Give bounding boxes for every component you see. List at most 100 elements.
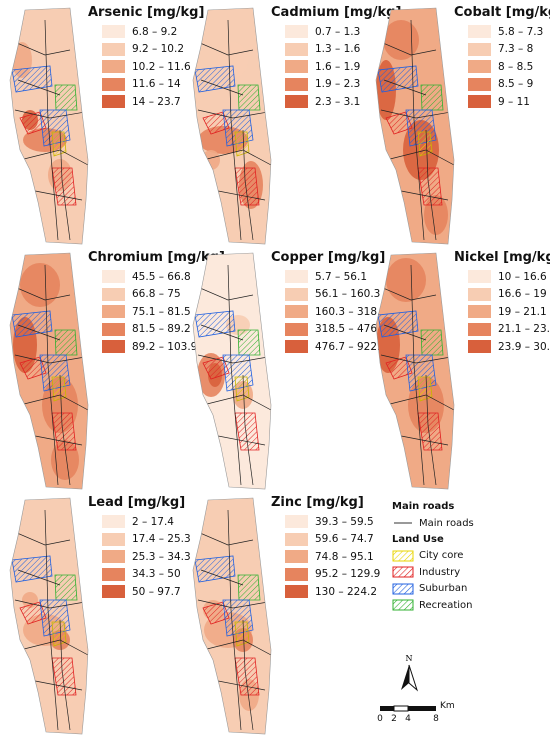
legend-class-label: 66.8 – 75 <box>132 288 181 301</box>
legend-class-label: 2.3 – 3.1 <box>315 95 361 108</box>
legend-title: Lead [mg/kg] <box>88 495 186 510</box>
legend-swatch <box>102 42 125 56</box>
legend-class-label: 21.1 – 23.9 <box>498 323 550 336</box>
map-panel-cobalt: Cobalt [mg/kg] 5.8 – 7.3 7.3 – 8 8 – 8.5 8.5… <box>366 0 550 245</box>
legend-class-row: 23.9 – 30.8 <box>468 338 550 356</box>
legend-class-label: 89.2 – 103.9 <box>132 340 198 353</box>
legend-class-row: 10.2 – 11.6 <box>102 58 204 76</box>
map-panel-chromium: Chromium [mg/kg] 45.5 – 66.8 66.8 – 75 75.1… <box>0 245 225 490</box>
legend-lead: Lead [mg/kg] 2 – 17.4 17.4 – 25.3 25.3 – 34… <box>88 495 191 601</box>
legend-class-label: 7.3 – 8 <box>498 43 534 56</box>
legend-chromium: Chromium [mg/kg] 45.5 – 66.8 66.8 – 75 75.1… <box>88 250 225 356</box>
legend-arsenic: Arsenic [mg/kg] 6.8 – 9.2 9.2 – 10.2 10.2 –… <box>88 5 204 111</box>
legend-class-label: 6.8 – 9.2 <box>132 25 178 38</box>
legend-class-label: 16.6 – 19 <box>498 288 547 301</box>
legend-swatch <box>102 550 125 564</box>
legend-class-label: 10 – 16.6 <box>498 270 547 283</box>
study-area-map <box>192 497 272 735</box>
legend-swatch <box>102 585 125 599</box>
legend-class-label: 59.6 – 74.7 <box>315 533 374 546</box>
landuse-label: Recreation <box>419 599 473 611</box>
scale-tick: 8 <box>433 714 439 724</box>
legend-class-row: 45.5 – 66.8 <box>102 268 225 286</box>
legend-swatch <box>102 305 125 319</box>
legend-zinc: Zinc [mg/kg] 39.3 – 59.5 59.6 – 74.7 74.8 –… <box>271 495 380 601</box>
concentration-zone <box>20 263 60 307</box>
legend-class-label: 25.3 – 34.3 <box>132 550 191 563</box>
legend-class-label: 1.9 – 2.3 <box>315 78 361 91</box>
study-area-map <box>192 252 272 490</box>
study-area-map <box>9 7 89 245</box>
study-area-map <box>9 252 89 490</box>
legend-class-label: 17.4 – 25.3 <box>132 533 191 546</box>
legend-class-row: 50 – 97.7 <box>102 583 191 601</box>
legend-class-label: 9 – 11 <box>498 95 530 108</box>
legend-class-row: 16.6 – 19 <box>468 286 550 304</box>
legend-swatch <box>285 550 308 564</box>
legend-class-row: 75.1 – 81.5 <box>102 303 225 321</box>
legend-class-row: 1.3 – 1.6 <box>285 41 401 59</box>
road-line-icon <box>394 522 412 524</box>
legend-class-row: 10 – 16.6 <box>468 268 550 286</box>
legend-class-row: 160.3 – 318.5 <box>285 303 387 321</box>
legend-swatch <box>285 585 308 599</box>
legend-class-row: 25.3 – 34.3 <box>102 548 191 566</box>
legend-swatch <box>285 25 308 39</box>
map-panel-zinc: Zinc [mg/kg] 39.3 – 59.5 59.6 – 74.7 74.8 –… <box>183 490 380 735</box>
legend-class-label: 8.5 – 9 <box>498 78 534 91</box>
legend-swatch <box>102 322 125 336</box>
legend-class-row: 1.6 – 1.9 <box>285 58 401 76</box>
legend-cadmium: Cadmium [mg/kg] 0.7 – 1.3 1.3 – 1.6 1.6 – 1… <box>271 5 401 111</box>
legend-class-row: 9.2 – 10.2 <box>102 41 204 59</box>
legend-class-label: 130 – 224.2 <box>315 585 378 598</box>
legend-class-row: 1.9 – 2.3 <box>285 76 401 94</box>
legend-swatch <box>102 77 125 91</box>
legend-class-row: 5.7 – 56.1 <box>285 268 387 286</box>
legend-class-label: 11.6 – 14 <box>132 78 181 91</box>
legend-swatch <box>468 25 491 39</box>
legend-swatch <box>285 322 308 336</box>
landuse-legend-item: Industry <box>392 564 474 581</box>
legend-swatch <box>285 77 308 91</box>
legend-class-label: 5.8 – 7.3 <box>498 25 544 38</box>
legend-class-row: 17.4 – 25.3 <box>102 531 191 549</box>
map-key: Main roads Main roads Land Use City core… <box>392 499 474 614</box>
legend-class-row: 56.1 – 160.3 <box>285 286 387 304</box>
legend-class-label: 19 – 21.1 <box>498 305 547 318</box>
legend-class-row: 476.7 – 922.5 <box>285 338 387 356</box>
scale-bar: Km 0 2 4 8 <box>372 698 550 728</box>
legend-class-label: 10.2 – 11.6 <box>132 60 191 73</box>
map-panel-arsenic: Arsenic [mg/kg] 6.8 – 9.2 9.2 – 10.2 10.2 –… <box>0 0 204 245</box>
legend-class-label: 56.1 – 160.3 <box>315 288 381 301</box>
legend-swatch <box>285 532 308 546</box>
legend-class-label: 9.2 – 10.2 <box>132 43 185 56</box>
legend-title: Cadmium [mg/kg] <box>271 5 402 20</box>
legend-copper: Copper [mg/kg] 5.7 – 56.1 56.1 – 160.3 160.… <box>271 250 387 356</box>
legend-nickel: Nickel [mg/kg] 10 – 16.6 16.6 – 19 19 – 21.… <box>454 250 550 356</box>
legend-class-label: 14 – 23.7 <box>132 95 181 108</box>
legend-class-row: 8.5 – 9 <box>468 76 550 94</box>
legend-cobalt: Cobalt [mg/kg] 5.8 – 7.3 7.3 – 8 8 – 8.5 8.5… <box>454 5 550 111</box>
scale-tick: 0 <box>377 714 383 724</box>
legend-class-row: 11.6 – 14 <box>102 76 204 94</box>
study-area-map <box>375 7 455 245</box>
legend-swatch <box>285 567 308 581</box>
roads-heading: Main roads <box>392 501 455 512</box>
legend-title: Chromium [mg/kg] <box>88 250 225 265</box>
legend-swatch <box>468 305 491 319</box>
study-area-map <box>9 497 89 735</box>
north-label: N <box>406 654 413 663</box>
legend-title: Zinc [mg/kg] <box>271 495 364 510</box>
legend-class-label: 1.6 – 1.9 <box>315 60 361 73</box>
legend-class-row: 9 – 11 <box>468 93 550 111</box>
legend-class-label: 8 – 8.5 <box>498 60 534 73</box>
map-panel-lead: Lead [mg/kg] 2 – 17.4 17.4 – 25.3 25.3 – 34… <box>0 490 191 735</box>
legend-swatch <box>468 42 491 56</box>
legend-swatch <box>468 60 491 74</box>
legend-class-row: 8 – 8.5 <box>468 58 550 76</box>
concentration-zone <box>386 258 426 302</box>
legend-swatch <box>468 270 491 284</box>
legend-swatch <box>468 95 491 109</box>
legend-swatch <box>102 515 125 529</box>
legend-class-label: 45.5 – 66.8 <box>132 270 191 283</box>
